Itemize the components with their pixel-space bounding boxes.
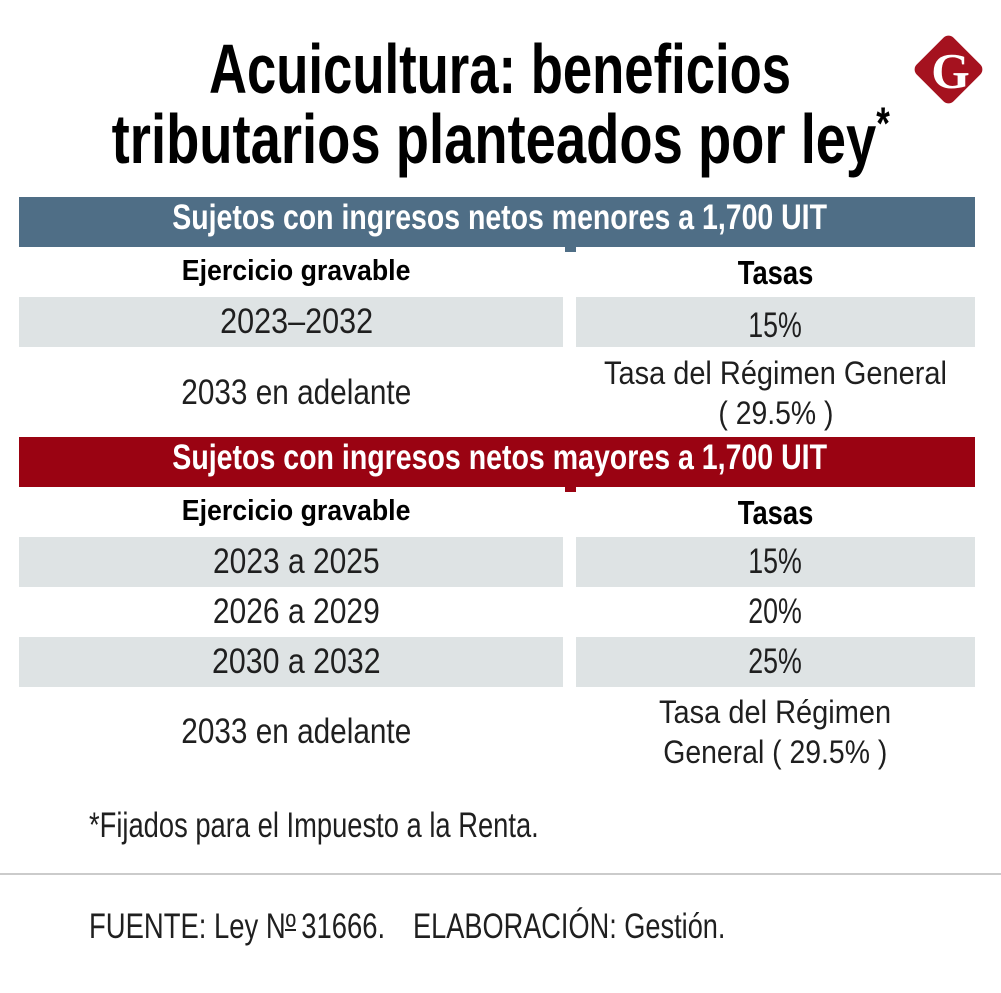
- svg-text:G: G: [931, 44, 970, 99]
